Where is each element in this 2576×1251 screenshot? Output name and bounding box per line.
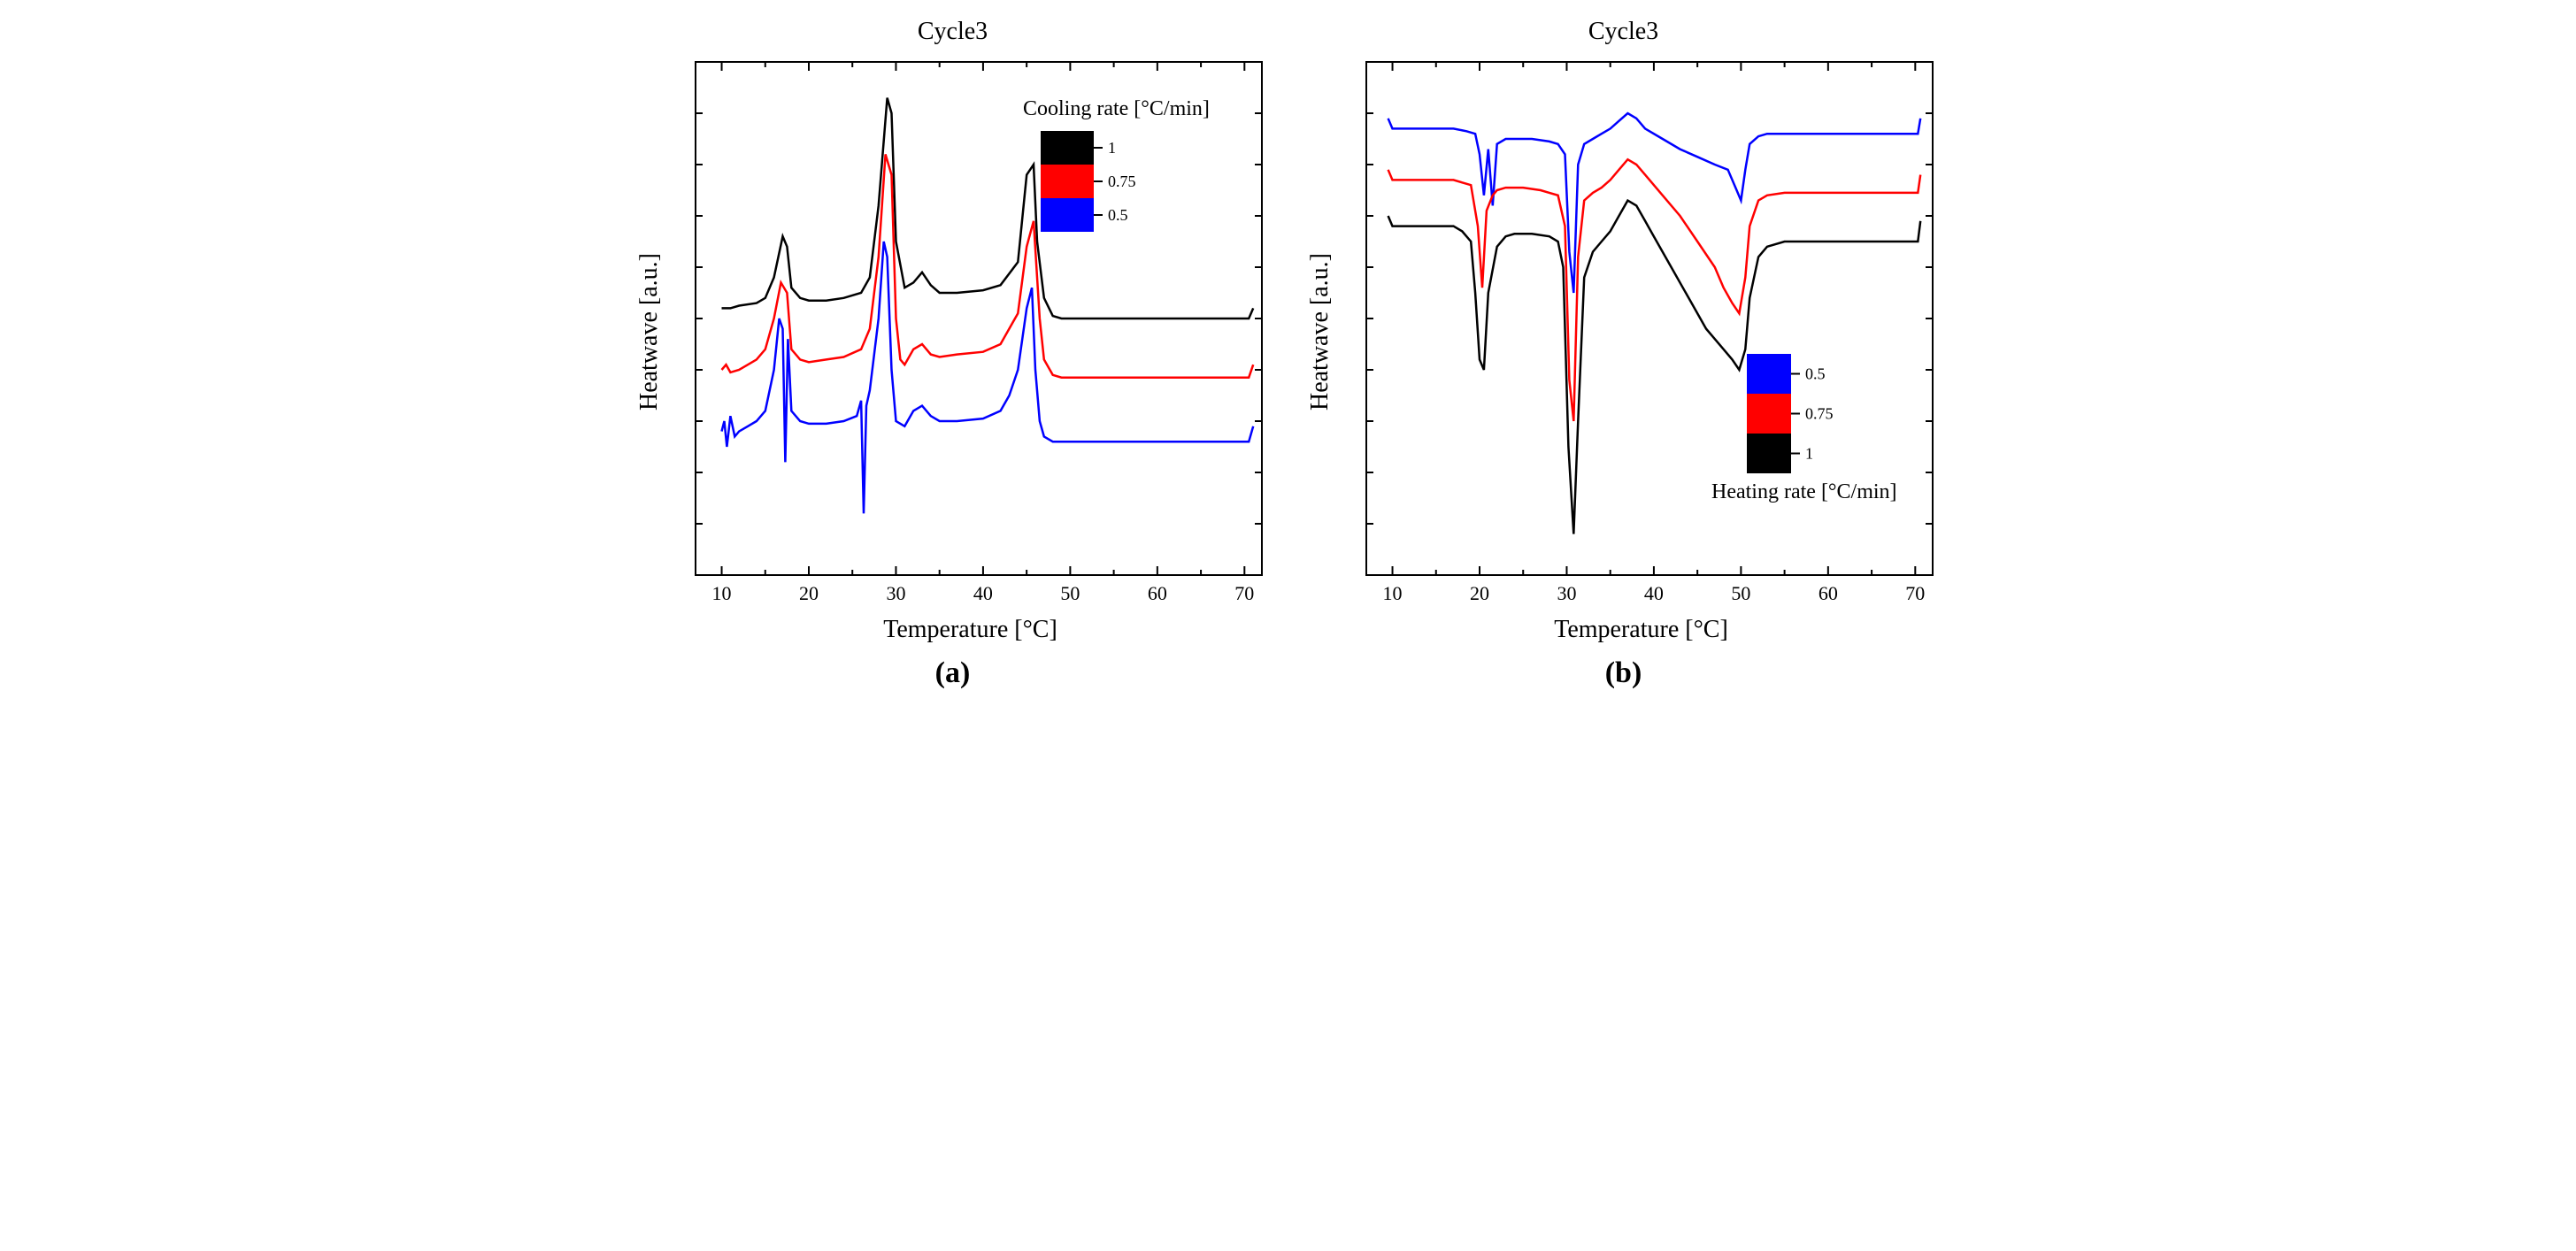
legend-swatch [1747, 394, 1791, 434]
plot-wrap-b: Heatwave [a.u.] 10 20 30 40 50 60 70 0.5 0.75 1 He… [1306, 53, 1942, 610]
svg-text:70: 70 [1905, 582, 1925, 604]
svg-text:20: 20 [799, 582, 819, 604]
svg-text:60: 60 [1147, 582, 1166, 604]
svg-text:50: 50 [1060, 582, 1080, 604]
chart-b: 10 20 30 40 50 60 70 0.5 0.75 1 Heating rate [°C/m… [1340, 53, 1942, 610]
chart-a: 10 20 30 40 50 60 70 Cooling rate [°C/min] 1 0.75… [669, 53, 1271, 610]
xlabel-a: Temperature [°C] [635, 616, 1271, 644]
svg-text:50: 50 [1731, 582, 1750, 604]
legend: 0.5 0.75 1 Heating rate [°C/min] [1711, 354, 1897, 503]
legend: Cooling rate [°C/min] 1 0.75 0.5 [1023, 97, 1210, 232]
series-black-1 [721, 98, 1253, 319]
legend-label: 0.75 [1805, 405, 1834, 423]
caption-a: (a) [635, 656, 1271, 690]
caption-b: (b) [1306, 656, 1942, 690]
legend-label: 0.5 [1805, 365, 1826, 383]
legend-swatch [1747, 354, 1791, 394]
ylabel-b: Heatwave [a.u.] [1306, 253, 1334, 411]
xlabel-b: Temperature [°C] [1306, 616, 1942, 644]
legend-label: 1 [1108, 139, 1116, 157]
title-b: Cycle3 [1306, 18, 1942, 46]
legend-swatch [1041, 198, 1094, 232]
svg-text:30: 30 [886, 582, 905, 604]
panel-a: Cycle3 Heatwave [a.u.] 10 20 30 40 50 60 70 Coo… [635, 18, 1271, 690]
svg-text:40: 40 [1643, 582, 1663, 604]
plot-wrap-a: Heatwave [a.u.] 10 20 30 40 50 60 70 Cooling ra… [635, 53, 1271, 610]
legend-label: 0.75 [1108, 173, 1136, 190]
svg-text:40: 40 [973, 582, 992, 604]
ylabel-a: Heatwave [a.u.] [635, 253, 664, 411]
legend-swatch [1747, 434, 1791, 473]
series-red-0.75 [1388, 159, 1920, 421]
svg-text:Cooling rate [°C/min]: Cooling rate [°C/min] [1023, 97, 1210, 120]
legend-swatch [1041, 165, 1094, 198]
svg-text:30: 30 [1557, 582, 1576, 604]
legend-label: 0.5 [1108, 206, 1128, 224]
svg-text:10: 10 [711, 582, 731, 604]
panel-b: Cycle3 Heatwave [a.u.] 10 20 30 40 50 60 70 0.5… [1306, 18, 1942, 690]
legend-swatch [1041, 131, 1094, 165]
svg-text:60: 60 [1818, 582, 1837, 604]
title-a: Cycle3 [635, 18, 1271, 46]
legend-label: 1 [1805, 445, 1813, 463]
svg-text:70: 70 [1234, 582, 1254, 604]
svg-text:Heating rate [°C/min]: Heating rate [°C/min] [1711, 480, 1897, 503]
svg-text:10: 10 [1382, 582, 1402, 604]
series-blue-0.5 [1388, 113, 1920, 293]
series-red-0.75 [721, 154, 1253, 377]
svg-text:20: 20 [1470, 582, 1489, 604]
